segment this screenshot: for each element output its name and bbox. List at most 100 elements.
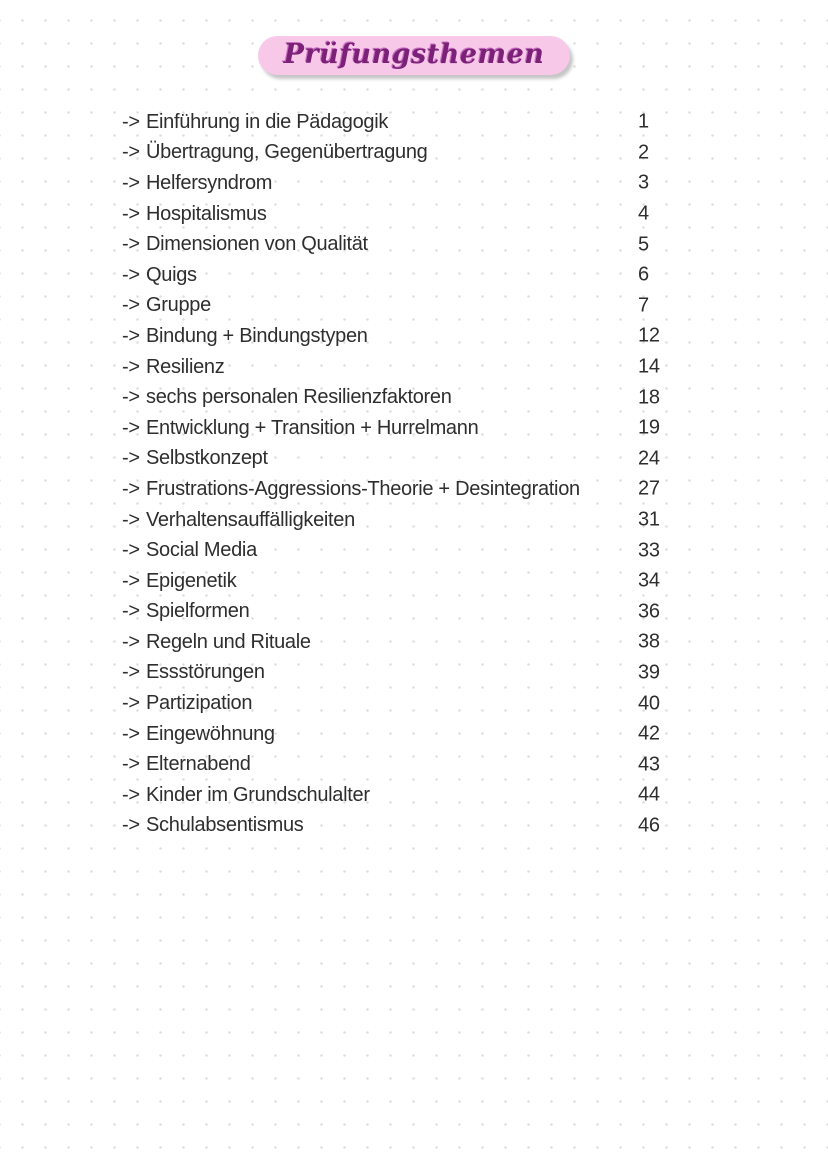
toc-row: -> Elternabend 43 (122, 749, 706, 780)
arrow-bullet: -> (122, 692, 140, 715)
toc-item-page-number: 31 (638, 508, 660, 531)
toc-row: -> sechs personalen Resilienzfaktoren 18 (122, 382, 706, 413)
toc-item-label: Hospitalismus (146, 202, 267, 225)
arrow-bullet: -> (122, 661, 140, 684)
toc-item-label: Partizipation (146, 692, 253, 715)
toc-item-page-number: 34 (638, 569, 660, 592)
arrow-bullet: -> (122, 508, 140, 531)
toc-item-page-number: 40 (638, 692, 660, 715)
page-title: Prüfungsthemen (283, 39, 545, 70)
toc-row: -> Epigenetik 34 (122, 566, 706, 597)
toc-row: -> Kinder im Grundschulalter 44 (122, 780, 706, 811)
toc-row: -> Hospitalismus 4 (122, 199, 706, 230)
toc-item-label: Frustrations-Aggressions-Theorie + Desin… (146, 477, 580, 500)
toc-row: -> Entwicklung + Transition + Hurrelmann… (122, 413, 706, 444)
toc-item-label: Selbstkonzept (146, 447, 268, 470)
toc-row: -> Helfersyndrom 3 (122, 168, 706, 199)
toc-row: -> Verhaltensauffälligkeiten 31 (122, 505, 706, 536)
arrow-bullet: -> (122, 600, 140, 623)
toc-item-page-number: 7 (638, 294, 649, 317)
toc-item-label: Dimensionen von Qualität (146, 233, 368, 256)
arrow-bullet: -> (122, 569, 140, 592)
toc-row: -> Übertragung, Gegenübertragung 2 (122, 138, 706, 169)
arrow-bullet: -> (122, 386, 140, 409)
toc-row: -> Gruppe 7 (122, 291, 706, 322)
arrow-bullet: -> (122, 294, 140, 317)
toc-row: -> Social Media 33 (122, 535, 706, 566)
toc-row: -> Bindung + Bindungstypen 12 (122, 321, 706, 352)
arrow-bullet: -> (122, 141, 140, 164)
toc-item-label: Helfersyndrom (146, 171, 273, 194)
arrow-bullet: -> (122, 783, 140, 806)
toc-item-label: Regeln und Rituale (146, 630, 311, 653)
toc-row: -> Einführung in die Pädagogik 1 (122, 107, 706, 138)
table-of-contents: -> Einführung in die Pädagogik 1 -> Über… (122, 107, 706, 841)
arrow-bullet: -> (122, 263, 140, 286)
toc-item-label: Social Media (146, 539, 257, 562)
toc-item-page-number: 43 (638, 753, 660, 776)
toc-item-page-number: 46 (638, 814, 660, 837)
toc-item-page-number: 2 (638, 141, 649, 164)
toc-row: -> Essstörungen 39 (122, 658, 706, 689)
arrow-bullet: -> (122, 324, 140, 347)
toc-item-label: Bindung + Bindungstypen (146, 324, 368, 347)
toc-row: -> Eingewöhnung 42 (122, 719, 706, 750)
toc-item-page-number: 38 (638, 630, 660, 653)
toc-row: -> Frustrations-Aggressions-Theorie + De… (122, 474, 706, 505)
toc-item-label: Verhaltensauffälligkeiten (146, 508, 355, 531)
toc-item-label: Essstörungen (146, 661, 265, 684)
toc-item-page-number: 44 (638, 783, 660, 806)
toc-item-label: Spielformen (146, 600, 250, 623)
toc-item-page-number: 12 (638, 324, 660, 347)
toc-item-page-number: 1 (638, 110, 649, 133)
arrow-bullet: -> (122, 447, 140, 470)
toc-item-label: Gruppe (146, 294, 211, 317)
toc-item-page-number: 42 (638, 722, 660, 745)
toc-item-label: Quigs (146, 263, 197, 286)
arrow-bullet: -> (122, 477, 140, 500)
toc-item-page-number: 4 (638, 202, 649, 225)
toc-item-label: Elternabend (146, 753, 251, 776)
arrow-bullet: -> (122, 722, 140, 745)
toc-item-page-number: 19 (638, 416, 660, 439)
arrow-bullet: -> (122, 753, 140, 776)
toc-item-label: Übertragung, Gegenübertragung (146, 141, 428, 164)
arrow-bullet: -> (122, 814, 140, 837)
toc-item-label: Eingewöhnung (146, 722, 275, 745)
toc-item-page-number: 36 (638, 600, 660, 623)
toc-item-page-number: 18 (638, 386, 660, 409)
toc-item-page-number: 39 (638, 661, 660, 684)
toc-item-label: Kinder im Grundschulalter (146, 783, 370, 806)
toc-item-label: Resilienz (146, 355, 225, 378)
toc-item-label: Schulabsentismus (146, 814, 304, 837)
toc-item-page-number: 14 (638, 355, 660, 378)
toc-item-label: Einführung in die Pädagogik (146, 110, 389, 133)
toc-row: -> Schulabsentismus 46 (122, 811, 706, 842)
arrow-bullet: -> (122, 416, 140, 439)
toc-row: -> Partizipation 40 (122, 688, 706, 719)
toc-item-page-number: 33 (638, 539, 660, 562)
toc-row: -> Quigs 6 (122, 260, 706, 291)
toc-item-page-number: 6 (638, 263, 649, 286)
toc-row: -> Dimensionen von Qualität 5 (122, 229, 706, 260)
title-highlight-pill: Prüfungsthemen (257, 36, 571, 75)
arrow-bullet: -> (122, 202, 140, 225)
toc-item-page-number: 27 (638, 477, 660, 500)
toc-item-page-number: 24 (638, 447, 660, 470)
toc-item-label: sechs personalen Resilienzfaktoren (146, 386, 452, 409)
toc-item-label: Epigenetik (146, 569, 237, 592)
arrow-bullet: -> (122, 110, 140, 133)
toc-item-label: Entwicklung + Transition + Hurrelmann (146, 416, 479, 439)
arrow-bullet: -> (122, 233, 140, 256)
arrow-bullet: -> (122, 630, 140, 653)
toc-row: -> Resilienz 14 (122, 352, 706, 383)
page-title-wrap: Prüfungsthemen (0, 36, 828, 75)
arrow-bullet: -> (122, 355, 140, 378)
arrow-bullet: -> (122, 539, 140, 562)
toc-row: -> Regeln und Rituale 38 (122, 627, 706, 658)
toc-row: -> Selbstkonzept 24 (122, 444, 706, 475)
arrow-bullet: -> (122, 171, 140, 194)
toc-item-page-number: 5 (638, 233, 649, 256)
toc-row: -> Spielformen 36 (122, 597, 706, 628)
